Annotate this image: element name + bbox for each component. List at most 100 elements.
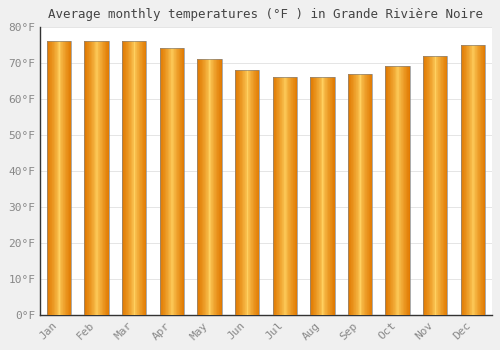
Bar	[125, 41, 126, 315]
Bar	[253, 70, 254, 315]
Bar	[220, 59, 221, 315]
Bar	[65, 41, 66, 315]
Bar	[58, 41, 59, 315]
Bar	[288, 77, 289, 315]
Bar	[90, 41, 91, 315]
Bar	[162, 48, 164, 315]
Bar	[296, 77, 297, 315]
Bar	[464, 45, 465, 315]
Bar	[291, 77, 292, 315]
Bar	[406, 66, 407, 315]
Bar	[160, 48, 184, 315]
Bar	[54, 41, 56, 315]
Bar	[216, 59, 217, 315]
Bar	[389, 66, 390, 315]
Bar	[212, 59, 213, 315]
Bar	[469, 45, 470, 315]
Bar	[409, 66, 410, 315]
Bar	[282, 77, 283, 315]
Bar	[164, 48, 165, 315]
Bar	[88, 41, 90, 315]
Bar	[236, 70, 238, 315]
Bar	[349, 74, 350, 315]
Bar	[477, 45, 478, 315]
Bar	[276, 77, 277, 315]
Bar	[98, 41, 99, 315]
Bar	[161, 48, 162, 315]
Bar	[430, 56, 431, 315]
Bar	[363, 74, 364, 315]
Bar	[64, 41, 65, 315]
Bar	[91, 41, 92, 315]
Bar	[247, 70, 248, 315]
Bar	[174, 48, 175, 315]
Bar	[439, 56, 440, 315]
Bar	[328, 77, 329, 315]
Bar	[403, 66, 404, 315]
Bar	[390, 66, 391, 315]
Bar	[175, 48, 176, 315]
Bar	[60, 41, 61, 315]
Bar	[235, 70, 236, 315]
Bar	[465, 45, 466, 315]
Bar	[204, 59, 205, 315]
Bar	[318, 77, 320, 315]
Bar	[127, 41, 128, 315]
Bar	[257, 70, 258, 315]
Bar	[128, 41, 130, 315]
Bar	[400, 66, 402, 315]
Bar	[106, 41, 107, 315]
Bar	[321, 77, 322, 315]
Bar	[445, 56, 446, 315]
Bar	[386, 66, 410, 315]
Bar	[208, 59, 209, 315]
Bar	[388, 66, 389, 315]
Title: Average monthly temperatures (°F ) in Grande Rivière Noire: Average monthly temperatures (°F ) in Gr…	[48, 8, 484, 21]
Bar	[397, 66, 398, 315]
Bar	[333, 77, 334, 315]
Bar	[87, 41, 88, 315]
Bar	[447, 56, 448, 315]
Bar	[85, 41, 86, 315]
Bar	[251, 70, 252, 315]
Bar	[356, 74, 357, 315]
Bar	[480, 45, 481, 315]
Bar	[177, 48, 178, 315]
Bar	[392, 66, 394, 315]
Bar	[202, 59, 203, 315]
Bar	[243, 70, 244, 315]
Bar	[476, 45, 477, 315]
Bar	[368, 74, 369, 315]
Bar	[317, 77, 318, 315]
Bar	[399, 66, 400, 315]
Bar	[140, 41, 141, 315]
Bar	[67, 41, 68, 315]
Bar	[62, 41, 64, 315]
Bar	[286, 77, 287, 315]
Bar	[144, 41, 146, 315]
Bar	[274, 77, 275, 315]
Bar	[160, 48, 161, 315]
Bar	[122, 41, 146, 315]
Bar	[250, 70, 251, 315]
Bar	[405, 66, 406, 315]
Bar	[364, 74, 365, 315]
Bar	[255, 70, 256, 315]
Bar	[461, 45, 462, 315]
Bar	[310, 77, 312, 315]
Bar	[471, 45, 472, 315]
Bar	[275, 77, 276, 315]
Bar	[359, 74, 360, 315]
Bar	[440, 56, 442, 315]
Bar	[179, 48, 180, 315]
Bar	[468, 45, 469, 315]
Bar	[284, 77, 286, 315]
Bar	[423, 56, 448, 315]
Bar	[272, 77, 297, 315]
Bar	[484, 45, 485, 315]
Bar	[423, 56, 424, 315]
Bar	[101, 41, 102, 315]
Bar	[142, 41, 143, 315]
Bar	[394, 66, 395, 315]
Bar	[66, 41, 67, 315]
